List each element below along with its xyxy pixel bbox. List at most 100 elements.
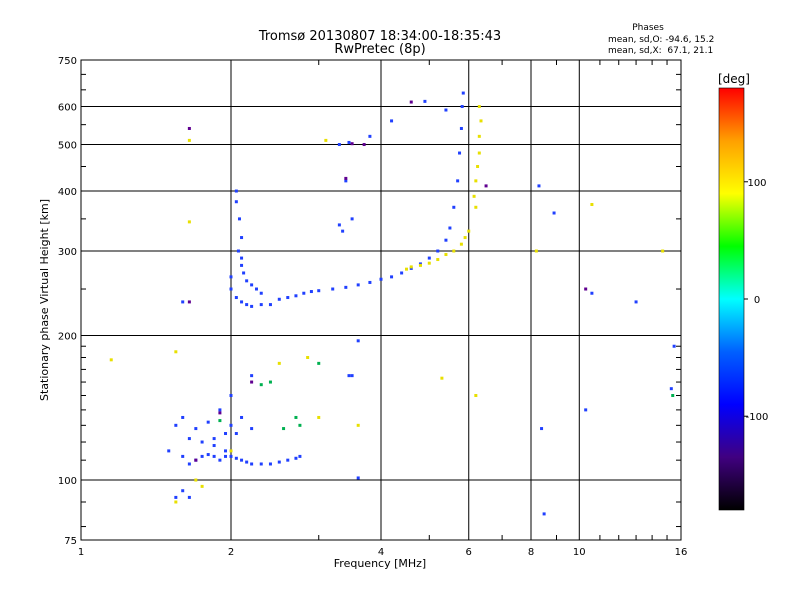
data-point-o bbox=[436, 249, 440, 253]
data-point-o bbox=[240, 236, 244, 240]
data-point-x bbox=[472, 194, 476, 198]
data-point-o bbox=[294, 456, 298, 460]
data-point-o bbox=[224, 432, 228, 436]
data-point-o bbox=[187, 437, 191, 441]
data-point-x bbox=[427, 261, 431, 265]
data-point-outliers bbox=[362, 143, 366, 147]
data-point-o bbox=[409, 266, 413, 270]
data-point-o bbox=[242, 271, 246, 275]
colorbar-gradient bbox=[718, 87, 745, 511]
data-point-o bbox=[206, 420, 210, 424]
colorbar-tick-label: -100 bbox=[746, 412, 769, 423]
colorbar-tick-label: 100 bbox=[747, 178, 766, 189]
data-point-o bbox=[237, 217, 241, 221]
data-point-x bbox=[418, 263, 422, 267]
data-point-o bbox=[259, 462, 263, 466]
x-tick-label: 10 bbox=[573, 547, 586, 558]
data-point-x bbox=[109, 358, 113, 362]
data-point-o bbox=[277, 297, 281, 301]
data-point-o bbox=[542, 512, 546, 516]
data-point-o bbox=[356, 283, 360, 287]
data-point-o bbox=[448, 226, 452, 230]
data-point-o bbox=[254, 287, 258, 291]
data-point-o bbox=[427, 256, 431, 260]
data-point-x bbox=[229, 449, 233, 453]
data-point-o bbox=[200, 454, 204, 458]
data-point-outliers bbox=[344, 176, 348, 180]
data-point-o bbox=[286, 458, 290, 462]
data-point-x bbox=[174, 500, 178, 504]
data-point-x bbox=[474, 394, 478, 398]
data-point-x bbox=[452, 249, 456, 253]
data-point-x bbox=[474, 205, 478, 209]
x-tick-label: 8 bbox=[528, 547, 534, 558]
data-point-o bbox=[229, 287, 233, 291]
data-point-o bbox=[187, 495, 191, 499]
data-point-x bbox=[590, 202, 594, 206]
data-point-o bbox=[331, 287, 335, 291]
y-tick-label: 300 bbox=[58, 247, 77, 258]
data-point-o bbox=[337, 143, 341, 147]
data-point-o bbox=[250, 427, 254, 431]
data-point-o bbox=[344, 179, 348, 183]
data-point-o bbox=[669, 387, 673, 391]
data-point-x bbox=[317, 415, 321, 419]
data-point-o bbox=[224, 454, 228, 458]
data-point-outliers bbox=[584, 287, 588, 291]
data-point-outliers bbox=[187, 300, 191, 304]
y-tick-label: 75 bbox=[64, 536, 77, 547]
data-point-o bbox=[540, 427, 544, 431]
data-point-o bbox=[347, 374, 351, 378]
data-point-o bbox=[390, 275, 394, 279]
data-point-o bbox=[187, 462, 191, 466]
data-point-other bbox=[298, 423, 302, 427]
data-point-o bbox=[212, 454, 216, 458]
data-point-o bbox=[234, 296, 238, 300]
data-point-o bbox=[259, 291, 263, 295]
data-point-o bbox=[309, 290, 313, 294]
data-point-x bbox=[436, 258, 440, 262]
data-point-o bbox=[181, 415, 185, 419]
data-point-o bbox=[590, 291, 594, 295]
data-point-o bbox=[347, 140, 351, 144]
data-point-o bbox=[240, 300, 244, 304]
data-point-other bbox=[282, 427, 286, 431]
data-point-o bbox=[350, 374, 354, 378]
data-point-o bbox=[240, 415, 244, 419]
y-tick-label: 400 bbox=[58, 187, 77, 198]
data-point-o bbox=[356, 339, 360, 343]
data-point-o bbox=[245, 303, 249, 307]
data-point-x bbox=[200, 484, 204, 488]
data-point-outliers bbox=[484, 184, 488, 188]
data-point-x bbox=[476, 164, 480, 168]
data-point-outliers bbox=[194, 458, 198, 462]
data-point-other bbox=[268, 380, 272, 384]
data-point-x bbox=[187, 138, 191, 142]
data-point-x bbox=[404, 267, 408, 271]
grid bbox=[81, 60, 681, 540]
data-point-o bbox=[302, 291, 306, 295]
chart-title: Tromsø 20130807 18:34:00-18:35:43 bbox=[258, 29, 501, 44]
data-point-x bbox=[459, 242, 463, 246]
data-point-x bbox=[194, 478, 198, 482]
data-point-o bbox=[460, 105, 464, 109]
data-point-o bbox=[218, 408, 222, 412]
data-point-x bbox=[467, 229, 471, 233]
data-point-x bbox=[479, 119, 483, 123]
x-tick-label: 16 bbox=[675, 547, 688, 558]
phase-info-x: mean, sd,X: 67.1, 21.1 bbox=[608, 46, 713, 56]
data-point-o bbox=[277, 460, 281, 464]
phase-info-title: Phases bbox=[632, 23, 664, 33]
y-tick-label: 100 bbox=[58, 476, 77, 487]
data-point-o bbox=[444, 108, 448, 112]
data-point-o bbox=[344, 285, 348, 289]
data-point-o bbox=[236, 249, 240, 253]
data-point-o bbox=[212, 437, 216, 441]
data-point-o bbox=[458, 151, 462, 155]
x-tick-label: 6 bbox=[466, 547, 472, 558]
data-point-outliers bbox=[409, 100, 413, 104]
data-point-o bbox=[229, 275, 233, 279]
data-point-o bbox=[229, 454, 233, 458]
data-point-outliers bbox=[350, 142, 354, 146]
